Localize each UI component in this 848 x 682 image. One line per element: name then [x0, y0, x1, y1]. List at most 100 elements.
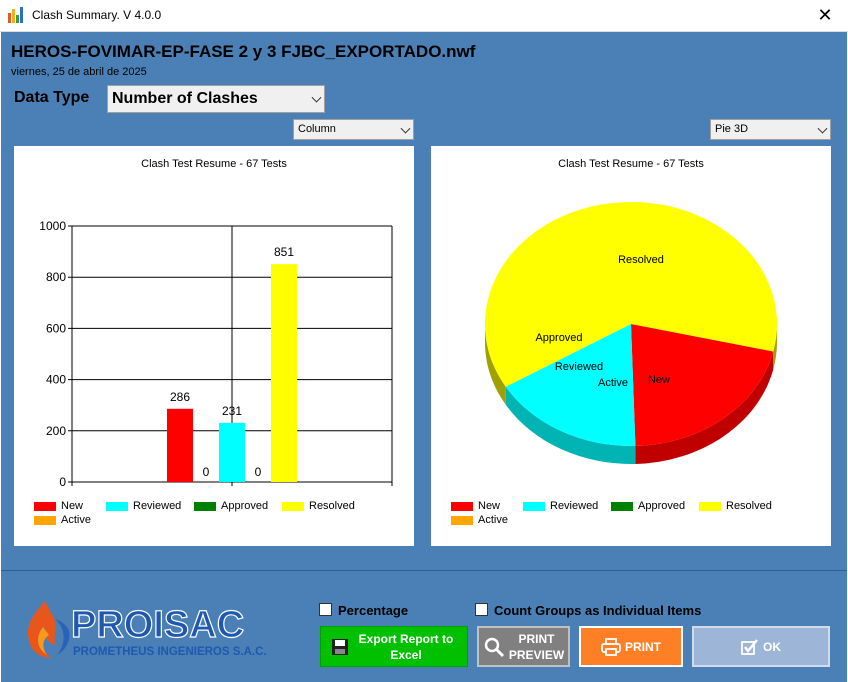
- legend-item-reviewed: Reviewed: [523, 500, 598, 512]
- pie-side-resolved: [773, 324, 777, 370]
- pie-label-new: New: [648, 374, 670, 386]
- column-chart: 0200400600800100001228602310851: [39, 219, 393, 486]
- chevron-down-icon: [400, 123, 411, 134]
- checkmark-icon: [741, 638, 758, 655]
- bar-value-label: 0: [203, 465, 210, 479]
- y-tick-label: 1000: [39, 219, 66, 233]
- legend-swatch: [451, 501, 473, 511]
- proisac-logo: PROISAC PROMETHEUS INGENIEROS S.A.C.: [27, 601, 267, 658]
- left-chart-type-value: Column: [298, 123, 336, 135]
- pie-side-resolved: [485, 324, 506, 405]
- legend-swatch: [34, 515, 56, 525]
- chevron-down-icon: [311, 92, 322, 103]
- y-tick-label: 600: [46, 321, 66, 335]
- pie-chart: New Active Reviewed Approved Resolved: [485, 202, 777, 464]
- checkbox-box[interactable]: [319, 603, 332, 616]
- legend-label: Active: [478, 514, 508, 526]
- ok-label: OK: [763, 639, 781, 654]
- logo-subtitle: PROMETHEUS INGENIEROS S.A.C.: [73, 646, 267, 658]
- preview-label-line1: PRINT: [518, 631, 555, 646]
- legend-item-approved: Approved: [611, 500, 685, 512]
- preview-label-line2: PREVIEW: [508, 647, 565, 662]
- legend-swatch: [699, 501, 721, 511]
- y-tick-label: 0: [59, 475, 66, 486]
- count-groups-checkbox[interactable]: Count Groups as Individual Items: [475, 603, 701, 618]
- pie-label-approved: Approved: [535, 332, 582, 344]
- legend-item-new: New: [451, 500, 500, 512]
- pie-side-reviewed: [505, 386, 636, 464]
- pie-chart-title: Clash Test Resume - 67 Tests: [558, 158, 704, 170]
- percentage-label: Percentage: [338, 603, 409, 618]
- legend-swatch: [523, 501, 545, 511]
- data-type-select[interactable]: Number of Clashes: [107, 85, 325, 113]
- main-area: HEROS-FOVIMAR-EP-FASE 2 y 3 FJBC_EXPORTA…: [1, 32, 847, 570]
- data-type-value: Number of Clashes: [112, 90, 258, 107]
- legend-swatch: [194, 501, 216, 511]
- legend-label: New: [478, 500, 501, 512]
- legend-item-resolved: Resolved: [699, 500, 772, 512]
- legend-item-active: Active: [34, 514, 91, 526]
- printer-icon: [601, 637, 621, 656]
- legend-item-reviewed: Reviewed: [106, 500, 181, 512]
- bar-value-label: 286: [170, 390, 190, 404]
- pie-label-active: Active: [598, 377, 628, 389]
- legend-label: New: [61, 500, 84, 512]
- legend-label: Active: [61, 514, 91, 526]
- print-preview-button[interactable]: PRINT PREVIEW: [477, 626, 570, 667]
- legend-label: Approved: [638, 500, 686, 512]
- print-button[interactable]: PRINT: [579, 626, 683, 667]
- y-tick-label: 800: [46, 270, 66, 284]
- legend-label: Approved: [221, 500, 269, 512]
- bar-reviewed: [219, 422, 245, 482]
- percentage-checkbox[interactable]: Percentage: [319, 603, 408, 618]
- legend-label: Reviewed: [550, 500, 599, 512]
- column-chart-panel: Clash Test Resume - 67 Tests 0 200 400 600 8…: [14, 146, 414, 546]
- export-excel-button[interactable]: Export Report to Excel: [320, 626, 468, 667]
- bar-value-label: 0: [255, 465, 262, 479]
- ok-button[interactable]: OK: [692, 626, 830, 667]
- pie-side-new: [635, 351, 774, 464]
- legend-swatch: [34, 501, 56, 511]
- legend-item-approved: Approved: [194, 500, 268, 512]
- legend-swatch: [282, 501, 304, 511]
- export-label-line1: Export Report to: [358, 631, 454, 646]
- legend-label: Resolved: [726, 500, 772, 512]
- pie-label-resolved: Resolved: [618, 254, 664, 266]
- y-tick-label: 200: [46, 424, 66, 438]
- legend-label: Reviewed: [133, 500, 182, 512]
- bar-new: [167, 408, 193, 482]
- pie-label-reviewed: Reviewed: [555, 361, 603, 373]
- bar-value-label: 851: [274, 245, 294, 259]
- file-title: HEROS-FOVIMAR-EP-FASE 2 y 3 FJBC_EXPORTA…: [11, 42, 476, 61]
- bottom-bar: PROISAC PROMETHEUS INGENIEROS S.A.C. Per…: [1, 570, 847, 682]
- magnifier-icon: [484, 637, 505, 658]
- save-icon: [332, 639, 348, 655]
- app-icon: [8, 7, 26, 23]
- pie-chart-panel: Clash Test Resume - 67 Tests New Active Re…: [431, 146, 831, 546]
- logo-name: PROISAC: [71, 604, 244, 646]
- checkbox-box[interactable]: [475, 603, 488, 616]
- chevron-down-icon: [817, 123, 828, 134]
- report-date: viernes, 25 de abril de 2025: [11, 66, 147, 78]
- right-chart-type-select[interactable]: Pie 3D: [710, 119, 831, 140]
- right-chart-type-value: Pie 3D: [715, 123, 749, 135]
- legend-item-active: Active: [451, 514, 508, 526]
- column-chart-title: Clash Test Resume - 67 Tests: [141, 158, 287, 170]
- left-chart-type-select[interactable]: Column: [293, 119, 414, 140]
- pie-slice-reviewed: [505, 324, 636, 446]
- count-groups-label: Count Groups as Individual Items: [494, 603, 702, 618]
- legend-item-new: New: [34, 500, 83, 512]
- bar-value-label: 231: [222, 404, 242, 418]
- print-label: PRINT: [625, 639, 661, 654]
- data-type-label: Data Type: [14, 89, 90, 106]
- legend-item-resolved: Resolved: [282, 500, 355, 512]
- legend-swatch: [611, 501, 633, 511]
- window-title: Clash Summary. V 4.0.0: [32, 8, 162, 22]
- legend-label: Resolved: [309, 500, 355, 512]
- legend-swatch: [451, 515, 473, 525]
- legend-swatch: [106, 501, 128, 511]
- export-label-line2: Excel: [390, 647, 422, 662]
- y-tick-label: 400: [46, 373, 66, 387]
- close-icon[interactable]: ✕: [817, 5, 833, 25]
- pie-slice-resolved: [485, 202, 777, 387]
